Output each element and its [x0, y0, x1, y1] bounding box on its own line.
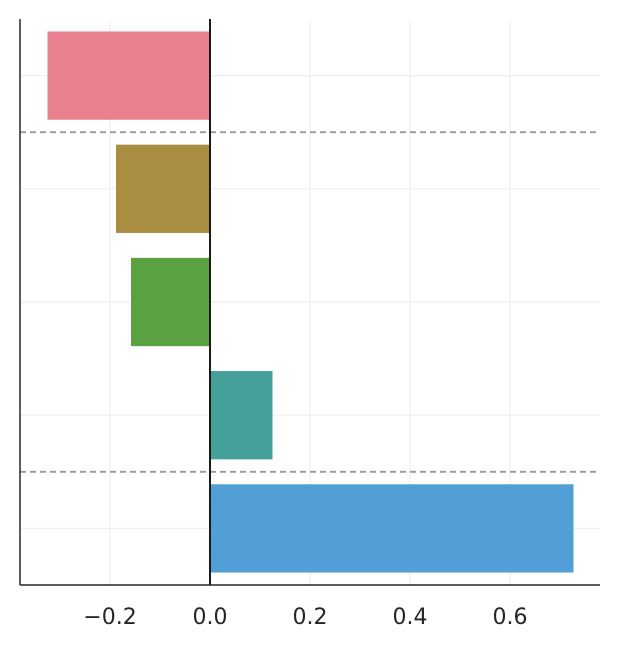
bar-1 — [116, 144, 210, 233]
bars — [47, 31, 574, 573]
x-tick-label-2: 0.2 — [293, 605, 328, 630]
x-tick-label-1: 0.0 — [193, 605, 228, 630]
separator-lines — [20, 131, 600, 473]
bar-0 — [47, 31, 210, 120]
x-tick-label-4: 0.6 — [493, 605, 528, 630]
x-tick-label-0: −0.2 — [83, 605, 136, 630]
axes — [19, 19, 600, 586]
bar-2 — [131, 257, 210, 347]
x-tick-label-3: 0.4 — [393, 605, 428, 630]
bar-4 — [210, 484, 574, 573]
bar-3 — [210, 371, 273, 460]
x-tick-labels: −0.2 0.0 0.2 0.4 0.6 — [83, 605, 527, 630]
